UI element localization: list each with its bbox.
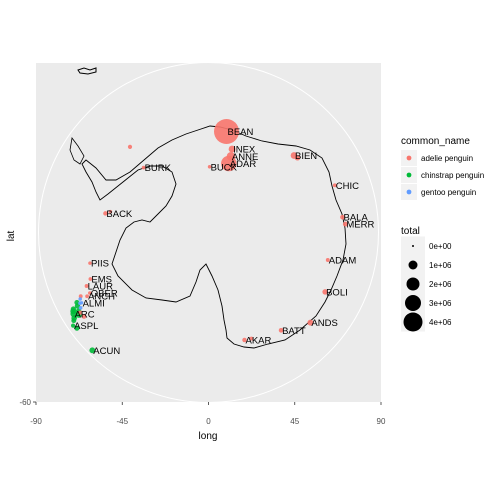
colony-point [307,319,314,326]
site-label-ands: ANDS [311,318,337,329]
y-axis-title: lat [6,230,17,241]
x-tick-label: -90 [30,417,42,426]
site-label-laur: LAUR [88,282,113,293]
x-axis-ticks: -90 -45 0 45 90 [30,402,386,426]
colony-point [228,145,236,153]
site-label-merr: MERR [346,220,374,231]
size-legend-dot [408,260,418,270]
colony-point [103,211,108,216]
colony-point [81,314,87,319]
size-legend-dot [405,295,421,311]
colour-legend-label: gentoo penguin [421,188,476,197]
y-axis-ticks: -60 [19,398,36,407]
site-label-adar: ADAR [230,159,257,170]
size-legend: total 0e+00 1e+06 2e+06 3e+06 4e+06 [401,226,452,332]
colony-point [88,277,93,281]
site-label-batt: BATT [282,326,306,337]
site-label-bean: BEAN [228,127,254,138]
plot-panel [36,63,381,402]
south-america-tip [77,67,97,75]
site-label-almi: ALMI [83,298,105,309]
site-label-adam: ADAM [329,256,357,267]
size-legend-label: 0e+00 [429,242,452,251]
site-label-anne: ANNE [232,152,258,163]
colony-point [278,327,284,333]
colony-point [214,119,239,144]
site-label-burk: BURK [145,163,172,174]
colour-legend-label: adelie penguin [421,154,473,163]
colony-point [226,152,236,161]
site-label-akar: AKAR [246,336,272,347]
site-label-chic: CHIC [336,181,359,192]
colony-point [79,301,84,305]
colony-point [71,318,77,324]
x-axis-title: long [199,431,218,442]
colony-point [340,214,345,220]
colony-point [84,284,89,288]
colony-point [294,155,301,161]
colony-point [74,299,80,306]
site-label-boli: BOLI [326,287,348,298]
size-legend-title: total [401,226,420,237]
size-legend-label: 3e+06 [429,299,452,308]
size-legend-dot [412,245,414,247]
colony-point [322,289,328,295]
site-label-arc: ARC [75,309,95,320]
site-label-inex: INEX [233,145,256,156]
colony-point [342,221,348,227]
site-label-piis: PIIS [91,259,109,270]
y-tick-label: -60 [19,398,31,407]
colony-point [78,294,83,299]
colour-legend-label: chinstrap penguin [421,171,484,180]
site-label-anch: ANCH [88,292,115,303]
site-label-bala: BALA [344,213,369,224]
colony-point [207,165,212,169]
colony-point [108,209,113,214]
site-label-ems: EMS [91,275,112,286]
colony-point [78,306,83,310]
colony-point [89,347,96,354]
colour-legend-swatch [406,189,412,195]
size-legend-dot [406,277,420,291]
colony-point [242,337,247,343]
size-legend-label: 4e+06 [429,318,452,327]
colony-point [85,294,89,299]
colour-legend: common_name adelie penguin chinstrap peng… [401,136,484,200]
colony-point [70,306,77,312]
site-label-back: BACK [106,209,133,220]
colony-point [77,310,83,315]
site-label-aspl: ASPL [74,321,98,332]
colony-point [127,144,133,149]
x-tick-label: -45 [116,417,128,426]
x-tick-label: 90 [377,417,386,426]
site-label-buck: BUCK [211,162,238,173]
colour-legend-swatch [406,155,412,161]
size-legend-dot [403,312,423,332]
colony-point [249,336,254,341]
colour-legend-swatch [406,172,412,178]
colour-legend-title: common_name [401,136,470,147]
antarctica-peninsula-tip [69,137,85,165]
colony-point [78,297,82,301]
colony-point [88,261,92,265]
colony-point [71,323,76,328]
size-legend-label: 2e+06 [429,280,452,289]
colony-point [74,325,80,331]
colony-point [332,183,337,188]
x-tick-label: 45 [290,417,299,426]
colony-point [325,258,330,262]
antarctica-coastline [81,125,347,349]
size-legend-label: 1e+06 [429,261,452,270]
site-label-ober: OBER [91,289,118,300]
x-tick-label: 0 [206,417,211,426]
colony-point [141,165,146,170]
site-label-acun: ACUN [93,346,120,357]
site-label-bien: BIEN [295,151,317,162]
colony-point [88,291,92,295]
